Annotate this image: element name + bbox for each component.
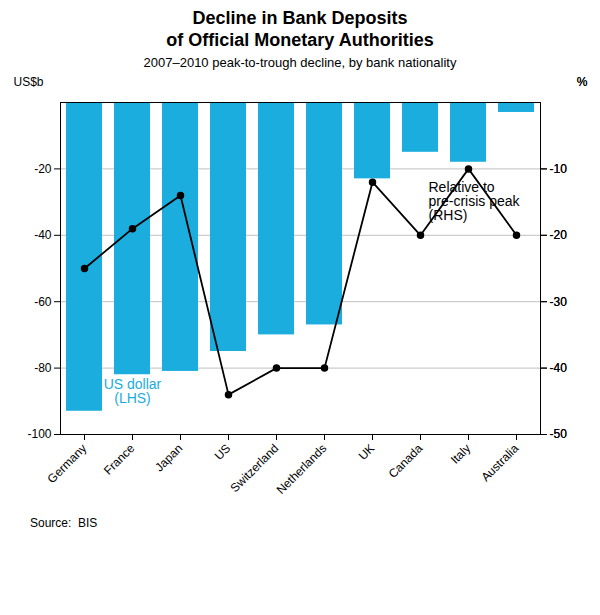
svg-text:Japan: Japan — [152, 441, 185, 474]
html-text:Source: BIS: Source: BIS — [30, 516, 98, 531]
svg-text:Switzerland: Switzerland — [227, 441, 282, 496]
svg-text:-20: -20 — [550, 228, 568, 242]
svg-text:Germany: Germany — [45, 441, 90, 486]
svg-text:-30: -30 — [550, 295, 568, 309]
svg-text:-20: -20 — [34, 162, 52, 176]
svg-text:-30: -30 — [550, 295, 568, 309]
svg-text:Italy: Italy — [448, 441, 473, 466]
svg-text:US$b: US$b — [14, 75, 44, 89]
svg-text:%: % — [577, 75, 588, 89]
svg-text:-10: -10 — [550, 162, 568, 176]
svg-text:-100: -100 — [27, 428, 51, 442]
svg-text:-50: -50 — [550, 428, 568, 442]
html-text:Decline in Bank Deposits of Of: Decline in Bank Deposits of Official Mon… — [166, 8, 434, 50]
svg-text:-20: -20 — [550, 228, 568, 242]
svg-text:%: % — [577, 75, 588, 89]
svg-text:-10: -10 — [550, 162, 568, 176]
svg-text:-40: -40 — [34, 228, 52, 242]
svg-text:-40: -40 — [550, 361, 568, 375]
svg-text:Netherlands: Netherlands — [274, 441, 330, 497]
html-text:2007–2010 peak-to-trough decli: 2007–2010 peak-to-trough decline, by ban… — [143, 55, 457, 71]
svg-text:France: France — [101, 441, 138, 478]
svg-text:US dollar(LHS): US dollar(LHS) — [104, 376, 162, 406]
svg-text:UK: UK — [356, 441, 378, 463]
svg-text:-50: -50 — [550, 428, 568, 442]
svg-text:-40: -40 — [550, 361, 568, 375]
svg-text:Australia: Australia — [478, 441, 521, 484]
svg-text:US: US — [212, 441, 234, 463]
svg-text:-80: -80 — [34, 361, 52, 375]
svg-text:Relative topre-crisis peak(RHS: Relative topre-crisis peak(RHS) — [429, 179, 521, 223]
svg-text:Canada: Canada — [386, 441, 426, 481]
svg-text:-60: -60 — [34, 295, 52, 309]
